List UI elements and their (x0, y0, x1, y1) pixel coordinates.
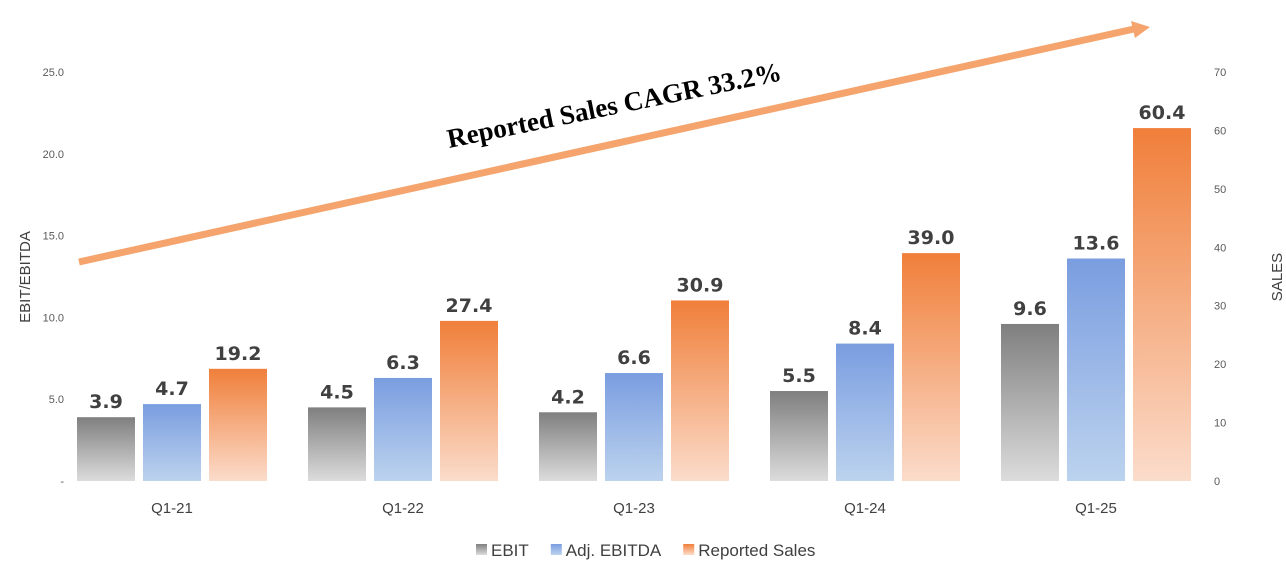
data-label: 6.3 (386, 352, 420, 374)
bar-reported-sales (1133, 128, 1191, 481)
left-tick-label: 15.0 (43, 231, 64, 243)
category-label: Q1-21 (151, 500, 193, 517)
left-tick-label: 20.0 (43, 149, 64, 161)
left-axis-title: EBIT/EBITDA (17, 231, 34, 323)
bar-ebit (1001, 323, 1059, 481)
data-label: 27.4 (446, 295, 493, 317)
legend-entry: Reported Sales (698, 541, 815, 560)
bar-reported-sales (902, 253, 960, 481)
category-label: Q1-22 (382, 500, 424, 517)
data-label: 8.4 (848, 318, 882, 340)
category-labels: Q1-21 Q1-22 Q1-23 Q1-24 Q1-25 (151, 500, 1117, 517)
data-label: 5.5 (782, 365, 816, 387)
data-label: 19.2 (215, 343, 262, 365)
bar-adj-ebitda (836, 343, 894, 481)
data-label: 9.6 (1013, 298, 1047, 320)
bar-ebit (770, 391, 828, 481)
right-tick-label: 50 (1214, 184, 1226, 196)
data-label: 4.5 (320, 381, 354, 403)
legend-entry: EBIT (491, 541, 529, 560)
bars: 3.9 4.7 19.2 4.5 6.3 27.4 4.2 6.6 30.9 5.5 8.4 39.0… (77, 102, 1191, 481)
right-tick-label: 0 (1214, 476, 1220, 488)
data-label: 30.9 (677, 274, 724, 296)
left-tick-label: - (60, 476, 64, 488)
arrow-shaft (78, 25, 1135, 266)
left-tick-label: 10.0 (43, 312, 64, 324)
bar-reported-sales (209, 368, 267, 481)
arrow-head (1131, 21, 1150, 38)
bar-ebit (308, 407, 366, 481)
bar-adj-ebitda (1067, 258, 1125, 481)
legend-swatch (550, 544, 562, 555)
data-label: 60.4 (1139, 102, 1186, 124)
right-tick-label: 70 (1214, 67, 1226, 79)
data-label: 3.9 (89, 391, 123, 413)
category-label: Q1-25 (1075, 500, 1117, 517)
right-tick-label: 40 (1214, 242, 1226, 254)
left-tick-label: 5.0 (49, 394, 64, 406)
right-tick-label: 60 (1214, 125, 1226, 137)
data-label: 4.2 (551, 386, 585, 408)
legend-entry: Adj. EBITDA (566, 541, 662, 560)
bar-adj-ebitda (374, 377, 432, 481)
category-label: Q1-24 (844, 500, 886, 517)
data-label: 39.0 (908, 227, 955, 249)
left-tick-label: 25.0 (43, 67, 64, 79)
right-tick-label: 30 (1214, 301, 1226, 313)
legend-swatch (476, 544, 487, 555)
cagr-annotation: Reported Sales CAGR 33.2% (444, 57, 784, 154)
category-label: Q1-23 (613, 500, 655, 517)
legend-swatch (683, 544, 695, 555)
right-tick-label: 10 (1214, 418, 1226, 430)
right-tick-label: 20 (1214, 359, 1226, 371)
left-axis: - 5.0 10.0 15.0 20.0 25.0 (43, 67, 65, 488)
bar-reported-sales (440, 320, 498, 481)
bar-adj-ebitda (605, 373, 663, 481)
legend: EBIT Adj. EBITDA Reported Sales (476, 541, 815, 560)
right-axis: 0 10 20 30 40 50 60 70 (1214, 67, 1226, 488)
cagr-arrow (78, 21, 1150, 266)
data-label: 6.6 (617, 347, 651, 369)
data-label: 13.6 (1073, 233, 1120, 255)
bar-ebit (539, 412, 597, 481)
bar-adj-ebitda (143, 404, 201, 481)
bar-ebit (77, 417, 135, 481)
right-axis-title: SALES (1269, 253, 1286, 301)
bar-reported-sales (671, 300, 729, 481)
data-label: 4.7 (155, 378, 189, 400)
